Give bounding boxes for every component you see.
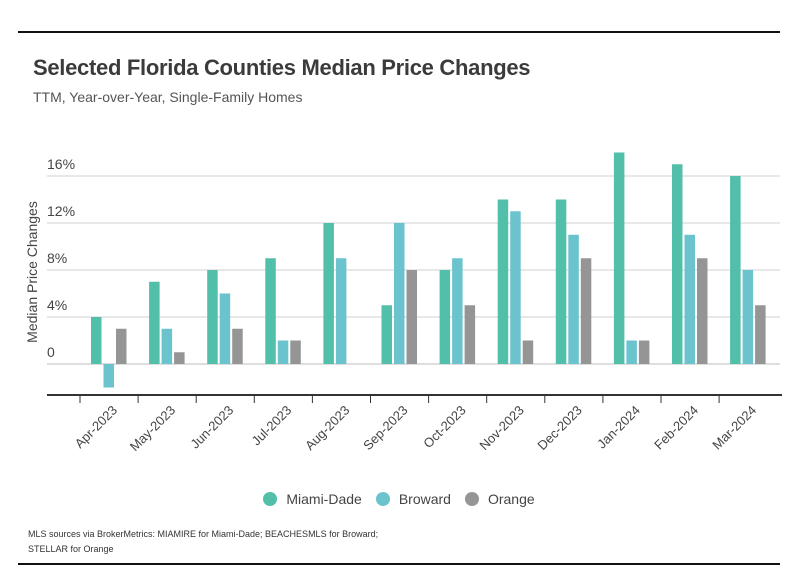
bar-orange-nov-2023[interactable] — [522, 340, 534, 365]
x-tick-label: May-2023 — [127, 403, 178, 454]
x-axis: Apr-2023 May-2023 Jun-2023 Jul-2023 Aug-2023… — [47, 394, 782, 454]
legend-swatch-icon — [464, 492, 479, 506]
legend-label: Orange — [487, 491, 535, 507]
bar-orange-jun-2023[interactable] — [232, 328, 243, 364]
bar-orange-sep-2023[interactable] — [406, 270, 418, 364]
bar-orange-oct-2023[interactable] — [464, 305, 476, 364]
bar-miami-dade-oct-2023[interactable] — [439, 270, 451, 364]
bar-broward-sep-2023[interactable] — [394, 223, 405, 364]
x-tick-label: Mar-2024 — [709, 403, 759, 453]
bar-broward-jul-2023[interactable] — [277, 340, 289, 365]
bar-miami-dade-may-2023[interactable] — [149, 281, 160, 364]
bar-miami-dade-apr-2023[interactable] — [91, 317, 102, 364]
bar-miami-dade-mar-2024[interactable] — [730, 176, 741, 364]
bar-miami-dade-dec-2023[interactable] — [555, 199, 567, 365]
chart-subtitle: TTM, Year-over-Year, Single-Family Homes — [33, 89, 303, 105]
x-tick-label: Oct-2023 — [420, 403, 468, 451]
y-tick-label: 0 — [47, 344, 55, 360]
bottom-rule — [18, 563, 780, 565]
bar-miami-dade-nov-2023[interactable] — [497, 199, 509, 365]
bar-miami-dade-jul-2023[interactable] — [265, 258, 276, 364]
legend-label: Broward — [398, 491, 451, 507]
x-tick-label: Sep-2023 — [360, 403, 410, 453]
legend-label: Miami-Dade — [286, 491, 362, 507]
y-tick-label: 12% — [47, 203, 75, 219]
legend-item-broward[interactable]: Broward — [375, 491, 451, 507]
x-tick-label: Jan-2024 — [594, 403, 643, 452]
bar-broward-feb-2024[interactable] — [684, 234, 696, 364]
bar-orange-jul-2023[interactable] — [290, 340, 301, 365]
bar-chart: 0 4% 8% 12% 16% Median Price Changes Apr-202… — [24, 152, 782, 454]
bar-orange-feb-2024[interactable] — [697, 258, 708, 364]
x-tick-label: Apr-2023 — [72, 403, 120, 451]
legend-swatch-icon — [263, 492, 278, 506]
bar-broward-apr-2023[interactable] — [103, 364, 115, 388]
bar-miami-dade-jun-2023[interactable] — [207, 270, 218, 364]
x-tick-label: Feb-2024 — [651, 403, 701, 453]
y-axis-label: Median Price Changes — [24, 201, 40, 343]
source-line-1: MLS sources via BrokerMetrics: MIAMIRE f… — [28, 529, 379, 539]
y-tick-label: 16% — [47, 156, 75, 172]
x-tick-label: Dec-2023 — [534, 403, 584, 453]
bar-orange-mar-2024[interactable] — [755, 305, 766, 364]
legend-swatch-icon — [375, 492, 390, 506]
bar-broward-mar-2024[interactable] — [742, 270, 754, 364]
bar-broward-dec-2023[interactable] — [568, 234, 579, 364]
y-tick-label: 8% — [47, 250, 67, 266]
legend-item-orange[interactable]: Orange — [464, 491, 535, 507]
y-axis-ticks: 0 4% 8% 12% 16% — [47, 156, 75, 360]
bar-broward-nov-2023[interactable] — [510, 211, 521, 364]
bar-broward-oct-2023[interactable] — [452, 258, 463, 364]
bar-orange-may-2023[interactable] — [174, 352, 185, 364]
bar-broward-aug-2023[interactable] — [335, 258, 347, 364]
bar-orange-jan-2024[interactable] — [638, 340, 650, 365]
bar-miami-dade-feb-2024[interactable] — [672, 164, 683, 364]
bar-orange-apr-2023[interactable] — [116, 328, 127, 364]
source-line-2: STELLAR for Orange — [28, 544, 114, 554]
x-tick-label: Aug-2023 — [302, 403, 352, 453]
bar-miami-dade-aug-2023[interactable] — [323, 223, 334, 364]
bar-orange-dec-2023[interactable] — [580, 258, 592, 364]
chart-title: Selected Florida Counties Median Price C… — [33, 55, 531, 80]
x-tick-label: Jun-2023 — [187, 403, 236, 452]
top-rule — [18, 31, 780, 33]
legend-item-miami-dade[interactable]: Miami-Dade — [263, 491, 362, 507]
bar-broward-jun-2023[interactable] — [219, 293, 231, 365]
x-tick-label: Jul-2023 — [249, 403, 295, 449]
legend: Miami-Dade Broward Orange — [0, 491, 798, 507]
source-note: MLS sources via BrokerMetrics: MIAMIRE f… — [28, 527, 378, 557]
y-tick-label: 4% — [47, 297, 67, 313]
bar-broward-jan-2024[interactable] — [626, 340, 637, 365]
bar-miami-dade-sep-2023[interactable] — [381, 305, 393, 364]
bar-broward-may-2023[interactable] — [161, 328, 173, 364]
bars — [91, 152, 766, 388]
bar-miami-dade-jan-2024[interactable] — [613, 152, 625, 365]
x-tick-label: Nov-2023 — [476, 403, 526, 453]
